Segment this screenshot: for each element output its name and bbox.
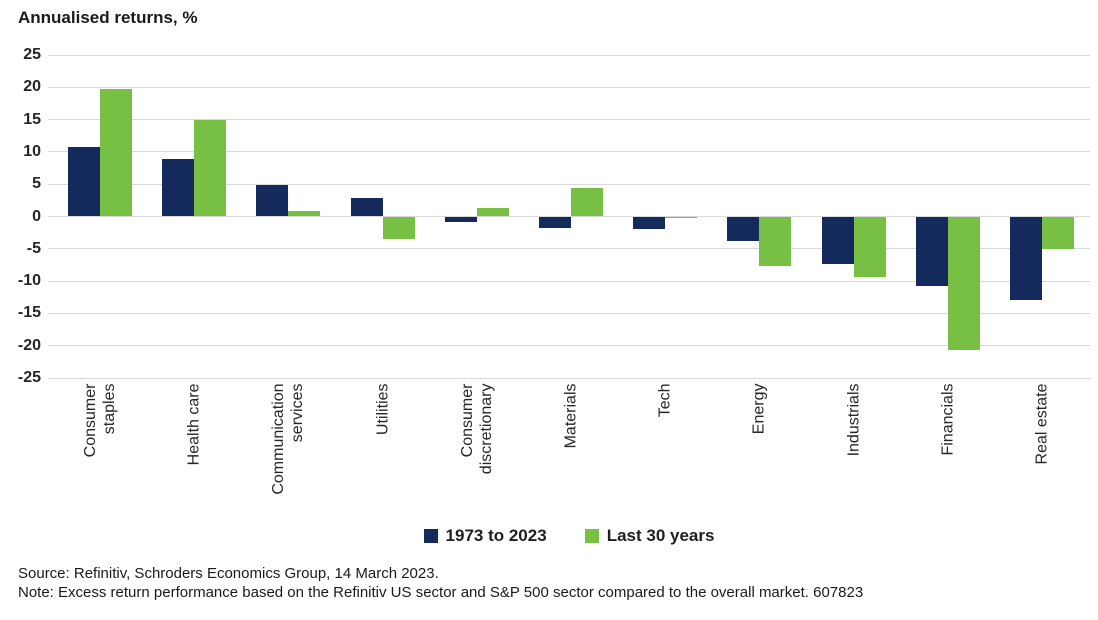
- bar-financials-last-30-years: [947, 216, 980, 350]
- gridline: [48, 312, 1090, 314]
- bar-tech-last-30-years: [665, 216, 698, 219]
- methodology-note: Note: Excess return performance based on…: [18, 584, 864, 601]
- bar-consumer-staples-last-30-years: [100, 89, 132, 217]
- source-note: Source: Refinitiv, Schroders Economics G…: [18, 565, 439, 582]
- bar-real-estate-1973-to-2023: [1010, 216, 1042, 301]
- bar-consumer-discretionary-1973-to-2023: [444, 216, 477, 222]
- bar-health-care-1973-to-2023: [162, 159, 195, 217]
- chart-title: Annualised returns, %: [18, 8, 198, 27]
- legend-item-1973-to-2023: 1973 to 2023: [423, 526, 547, 546]
- gridline: [48, 248, 1090, 250]
- gridline: [48, 54, 1090, 56]
- legend-label: Last 30 years: [606, 526, 715, 545]
- bar-energy-last-30-years: [759, 216, 792, 267]
- bar-consumer-staples-1973-to-2023: [68, 147, 100, 217]
- bar-communication-services-last-30-years: [288, 210, 321, 217]
- legend-swatch-icon: [584, 529, 599, 543]
- gridline: [48, 119, 1090, 121]
- x-category-label: Real estate: [1033, 383, 1051, 464]
- gridline: [48, 151, 1090, 153]
- bar-industrials-last-30-years: [853, 216, 886, 278]
- y-tick-label: 5: [32, 175, 41, 193]
- legend-swatch-icon: [423, 529, 438, 543]
- y-tick-label: 25: [23, 46, 41, 63]
- x-category-label: Communication services: [270, 383, 307, 495]
- bar-energy-1973-to-2023: [727, 216, 760, 242]
- bar-utilities-last-30-years: [382, 216, 415, 240]
- x-category-label: Materials: [562, 383, 580, 448]
- y-tick-label: 0: [32, 207, 41, 225]
- y-tick-label: -25: [17, 369, 41, 386]
- plot-area: [48, 54, 1090, 379]
- y-tick-label: -20: [17, 336, 41, 354]
- bar-health-care-last-30-years: [194, 119, 227, 217]
- legend-item-last-30-years: Last 30 years: [584, 526, 715, 546]
- x-category-label: Health care: [185, 383, 203, 465]
- footer: Source: Refinitiv, Schroders Economics G…: [18, 564, 863, 602]
- y-tick-label: -15: [17, 304, 41, 322]
- bar-industrials-1973-to-2023: [821, 216, 854, 264]
- y-tick-label: -10: [17, 272, 41, 290]
- y-tick-label: -5: [26, 239, 41, 257]
- y-tick-label: 10: [23, 142, 41, 160]
- bar-tech-1973-to-2023: [633, 216, 666, 229]
- gridline: [48, 183, 1090, 185]
- bar-materials-1973-to-2023: [539, 216, 571, 229]
- gridline: [48, 377, 1090, 379]
- x-category-label: Industrials: [845, 383, 863, 456]
- x-category-label: Tech: [656, 383, 674, 417]
- bar-consumer-discretionary-last-30-years: [476, 208, 509, 217]
- bar-communication-services-1973-to-2023: [256, 184, 289, 217]
- x-category-label: Energy: [750, 383, 768, 434]
- bar-materials-last-30-years: [571, 188, 603, 217]
- x-category-label: Financials: [939, 383, 957, 456]
- gridline: [48, 86, 1090, 88]
- bar-real-estate-last-30-years: [1042, 216, 1074, 249]
- gridline: [48, 345, 1090, 347]
- y-tick-label: 20: [23, 78, 41, 96]
- bar-utilities-1973-to-2023: [350, 198, 383, 217]
- bar-financials-1973-to-2023: [915, 216, 948, 286]
- legend: 1973 to 2023 Last 30 years: [48, 526, 1090, 546]
- x-category-label: Utilities: [374, 383, 392, 435]
- x-category-label-wrap: Real estate: [985, 383, 1098, 498]
- legend-label: 1973 to 2023: [445, 526, 547, 545]
- gridline: [48, 280, 1090, 282]
- x-category-label: Consumer discretionary: [458, 383, 495, 474]
- x-category-label: Consumer staples: [82, 383, 118, 457]
- y-tick-label: 15: [23, 110, 41, 128]
